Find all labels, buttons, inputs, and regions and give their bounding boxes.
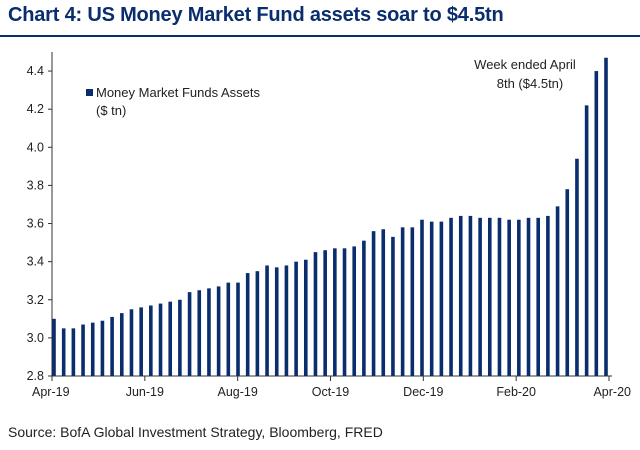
bar: [207, 288, 211, 376]
bar: [429, 221, 434, 376]
bar: [565, 189, 570, 376]
bar: [255, 271, 260, 376]
y-tick-label: 3.0: [27, 331, 44, 345]
y-tick-label: 3.2: [27, 293, 44, 307]
bar: [71, 328, 76, 376]
x-axis: Apr-19 Jun-19 Aug-19 Oct-19 Dec-19 Feb-20 Apr-…: [32, 375, 631, 399]
y-tick-label: 3.6: [27, 217, 44, 231]
x-tick-label: Aug-19: [218, 385, 258, 399]
bar: [400, 227, 405, 376]
bar: [52, 318, 56, 376]
annotation-line-1: Week ended April: [474, 57, 576, 72]
bar: [391, 236, 395, 376]
legend-swatch: [86, 89, 93, 96]
bar: [594, 71, 599, 376]
bar: [61, 328, 66, 376]
bar: [168, 301, 173, 376]
x-tick-label: Oct-19: [312, 385, 350, 399]
bar: [526, 217, 531, 376]
bar: [352, 246, 357, 376]
bar: [245, 273, 250, 376]
x-tick-label: Dec-19: [403, 385, 443, 399]
chart-source: Source: BofA Global Investment Strategy,…: [8, 424, 383, 440]
bar: [90, 322, 95, 376]
bar: [362, 240, 366, 376]
legend-label: Money Market Funds Assets: [96, 85, 261, 100]
bar: [584, 105, 589, 377]
bar: [449, 217, 453, 376]
bar: [468, 215, 473, 376]
bar: [546, 215, 550, 376]
bar: [303, 259, 308, 376]
bar: [129, 309, 134, 376]
bar: [487, 217, 492, 376]
bar: [410, 227, 415, 376]
bar: [197, 290, 202, 376]
bar: [284, 265, 289, 376]
bar: [333, 248, 337, 376]
chart-title: Chart 4: US Money Market Fund assets soa…: [8, 4, 504, 26]
bar: [323, 250, 327, 376]
title-rule: [0, 35, 640, 37]
bar: [110, 316, 114, 376]
bar: [497, 217, 502, 376]
x-tick-label: Feb-20: [496, 385, 536, 399]
bar: [119, 313, 124, 376]
y-axis: 2.8 3.0 3.2 3.4 3.6 3.8 4.0 4.2 4.4: [27, 52, 53, 383]
bar: [536, 217, 541, 376]
y-tick-label: 3.4: [27, 255, 44, 269]
y-tick-label: 2.8: [27, 369, 44, 383]
bar: [139, 307, 143, 376]
bar: [294, 261, 298, 376]
y-tick-label: 4.0: [27, 140, 44, 154]
bar: [381, 229, 386, 376]
y-tick-label: 3.8: [27, 178, 44, 192]
bar-series: [52, 57, 608, 377]
bar: [236, 282, 240, 376]
x-tick-label: Jun-19: [126, 385, 164, 399]
bar: [274, 267, 279, 376]
bar: [226, 282, 231, 376]
y-tick-label: 4.4: [27, 64, 44, 78]
bar: [507, 219, 511, 376]
bar: [555, 206, 560, 376]
legend: Money Market Funds Assets ($ tn): [86, 85, 261, 118]
bar: [149, 305, 153, 376]
bar: [265, 265, 269, 376]
bar: [216, 286, 221, 376]
annotation: Week ended April 8th ($4.5tn): [474, 57, 576, 91]
bar: [100, 320, 105, 376]
y-tick-label: 4.2: [27, 102, 44, 116]
x-tick-label: Apr-19: [32, 385, 70, 399]
bar: [420, 219, 424, 376]
legend-unit: ($ tn): [96, 103, 126, 118]
bar: [342, 248, 347, 376]
bar: [439, 221, 444, 376]
bar: [517, 219, 521, 376]
bar: [81, 324, 85, 376]
bar: [313, 252, 318, 376]
x-tick-label: Apr-20: [593, 385, 631, 399]
bar: [178, 299, 182, 376]
bar: [604, 57, 608, 376]
bar: [371, 231, 376, 376]
bar: [575, 158, 579, 376]
annotation-line-2: 8th ($4.5tn): [497, 76, 564, 91]
bar: [458, 215, 463, 376]
chart-plot: 2.8 3.0 3.2 3.4 3.6 3.8 4.0 4.2 4.4 Apr-19 Jun-19…: [27, 52, 631, 399]
bar: [478, 217, 482, 376]
bar: [187, 292, 192, 376]
bar: [158, 303, 163, 376]
